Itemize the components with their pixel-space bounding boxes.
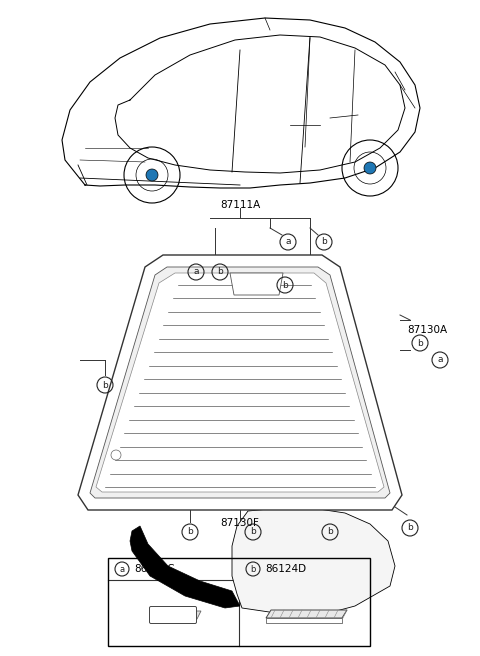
Text: a: a	[437, 356, 443, 365]
Polygon shape	[96, 273, 384, 492]
Polygon shape	[230, 273, 283, 295]
Polygon shape	[78, 255, 402, 510]
Text: b: b	[327, 527, 333, 537]
Circle shape	[364, 162, 376, 174]
Text: b: b	[102, 380, 108, 390]
Text: 87111A: 87111A	[220, 200, 260, 210]
Polygon shape	[151, 611, 201, 619]
Polygon shape	[130, 526, 240, 608]
Bar	[108, 558, 370, 646]
Text: b: b	[250, 565, 256, 573]
Text: 86124D: 86124D	[265, 564, 306, 574]
FancyBboxPatch shape	[149, 607, 196, 623]
Text: b: b	[217, 268, 223, 276]
Text: b: b	[417, 338, 423, 348]
Text: a: a	[285, 237, 291, 247]
Text: a: a	[120, 565, 125, 573]
Text: b: b	[407, 523, 413, 533]
Text: 87130A: 87130A	[407, 325, 447, 335]
Text: 87130F: 87130F	[221, 518, 259, 528]
Polygon shape	[90, 267, 390, 498]
Polygon shape	[266, 610, 347, 618]
Text: b: b	[187, 527, 193, 537]
Polygon shape	[232, 508, 395, 618]
Text: b: b	[250, 527, 256, 537]
Text: b: b	[321, 237, 327, 247]
Text: b: b	[282, 281, 288, 289]
Circle shape	[146, 169, 158, 181]
Text: a: a	[193, 268, 199, 276]
Polygon shape	[266, 618, 342, 623]
Text: 86325C: 86325C	[134, 564, 175, 574]
